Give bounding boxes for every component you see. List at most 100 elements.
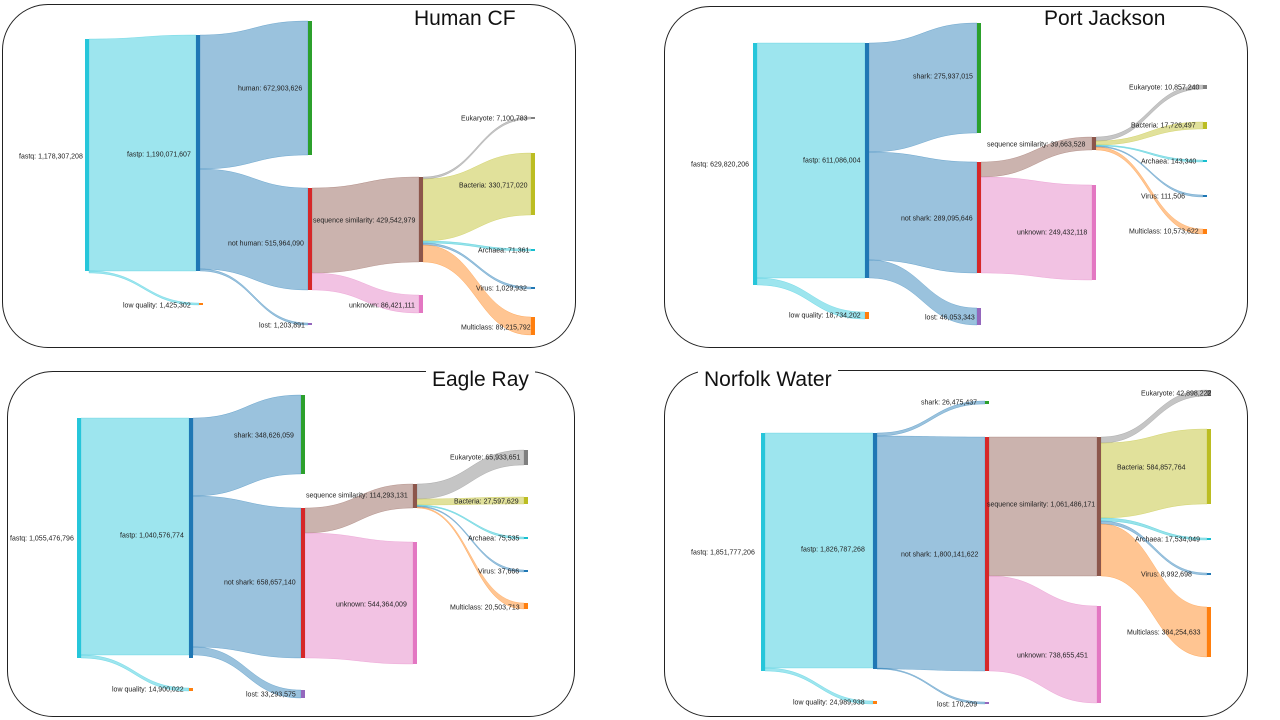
node-label-nothost: not human: 515,964,090 xyxy=(228,241,304,248)
flow-fastp-to-host xyxy=(868,22,978,153)
node-label-bac: Bacteria: 17,726,497 xyxy=(1131,123,1196,130)
node-label-host: shark: 26,475,437 xyxy=(921,400,977,407)
node-fastp xyxy=(196,35,200,271)
node-label-arc: Archaea: 71,361 xyxy=(478,248,529,255)
node-unknown xyxy=(1092,185,1096,280)
flow-fastq-to-low xyxy=(88,270,200,306)
panel-title: Port Jackson xyxy=(1038,7,1172,31)
node-host xyxy=(977,23,981,133)
node-seq xyxy=(419,177,423,262)
panel-title: Norfolk Water xyxy=(698,368,838,392)
node-label-euk: Eukaryote: 10,857,240 xyxy=(1129,85,1200,92)
node-label-arc: Archaea: 143,340 xyxy=(1141,159,1196,166)
node-label-fastq: fastq: 1,178,307,208 xyxy=(19,154,83,161)
node-multi xyxy=(1207,607,1211,657)
node-label-euk: Eukaryote: 7,100,783 xyxy=(461,116,528,123)
node-fastq xyxy=(77,418,81,658)
node-low xyxy=(865,312,869,319)
node-label-host: shark: 275,937,015 xyxy=(913,74,973,81)
flow-seq-to-bac xyxy=(1100,428,1208,519)
node-low xyxy=(189,688,193,691)
node-label-multi: Multiclass: 384,254,633 xyxy=(1127,630,1201,637)
node-label-multi: Multiclass: 10,573,622 xyxy=(1129,229,1199,236)
node-label-lost: lost: 1,203,891 xyxy=(259,323,305,330)
node-fastq xyxy=(85,39,89,271)
node-fastq xyxy=(753,43,757,285)
node-seq xyxy=(413,484,417,508)
node-label-bac: Bacteria: 330,717,020 xyxy=(459,183,528,190)
node-host xyxy=(985,401,989,404)
node-bac xyxy=(1203,122,1207,129)
node-label-fastq: fastq: 1,851,777,206 xyxy=(691,550,755,557)
node-arc xyxy=(531,249,535,251)
node-nothost xyxy=(985,437,989,671)
panel-title: Eagle Ray xyxy=(426,368,535,392)
node-label-lost: lost: 33,293,575 xyxy=(246,692,296,699)
node-multi xyxy=(1203,229,1207,234)
node-label-host: shark: 348,626,059 xyxy=(234,433,294,440)
node-low xyxy=(199,303,203,305)
node-label-lost: lost: 46,053,343 xyxy=(925,315,975,322)
flow-fastp-to-host xyxy=(199,20,309,170)
node-label-fastp: fastp: 1,190,071,607 xyxy=(127,152,191,159)
node-label-fastp: fastp: 1,040,576,774 xyxy=(120,533,184,540)
sankey-diagram-eagle-ray: fastq: 1,055,476,796 fastp: 1,040,576,774… xyxy=(10,394,528,699)
node-low xyxy=(873,701,877,704)
node-bac xyxy=(1207,429,1211,504)
node-label-lost: lost: 170,209 xyxy=(937,702,977,709)
node-euk xyxy=(531,117,535,119)
node-label-euk: Eukaryote: 42,898,222 xyxy=(1141,391,1212,398)
node-unknown xyxy=(413,542,417,664)
node-fastp xyxy=(873,433,877,669)
node-euk xyxy=(524,450,528,465)
node-label-nothost: not shark: 289,095,646 xyxy=(901,216,973,223)
panel-port-jackson: fastq: 629,820,206 fastp: 611,086,004 low … xyxy=(664,6,1248,348)
node-arc xyxy=(524,537,528,539)
flow-fastp-to-lost xyxy=(876,667,986,705)
node-vir xyxy=(524,570,528,572)
node-unknown xyxy=(419,295,423,313)
node-label-seq: sequence similarity: 1,061,486,171 xyxy=(987,502,1095,509)
node-label-low: low quality: 14,900,022 xyxy=(112,687,184,694)
node-host xyxy=(301,395,305,474)
node-seq xyxy=(1097,437,1101,576)
flow-seq-to-arc xyxy=(416,504,525,540)
node-vir xyxy=(1203,195,1207,197)
node-label-unknown: unknown: 249,432,118 xyxy=(1017,230,1087,237)
node-host xyxy=(308,21,312,155)
node-label-nothost: not shark: 1,800,141,622 xyxy=(901,552,979,559)
node-fastp xyxy=(189,418,193,658)
flow-fastp-to-nothost xyxy=(192,495,302,659)
node-label-euk: Eukaryote: 65,933,651 xyxy=(450,455,521,462)
node-label-arc: Archaea: 17,534,049 xyxy=(1135,537,1200,544)
node-label-multi: Multiclass: 20,503,713 xyxy=(450,605,520,612)
flow-seq-to-bac xyxy=(422,152,532,242)
node-lost xyxy=(985,702,989,704)
panel-title: Human CF xyxy=(408,7,522,31)
node-unknown xyxy=(1097,606,1101,703)
node-fastp xyxy=(865,43,869,278)
node-label-fastp: fastp: 611,086,004 xyxy=(803,158,861,165)
node-label-host: human: 672,903,626 xyxy=(238,86,302,93)
node-multi xyxy=(524,603,528,609)
node-label-low: low quality: 1,425,302 xyxy=(123,303,191,310)
node-label-vir: Virus: 111,506 xyxy=(1141,194,1185,201)
node-label-unknown: unknown: 544,364,009 xyxy=(336,602,407,609)
node-euk xyxy=(1203,85,1207,89)
node-lost xyxy=(977,308,981,325)
node-label-bac: Bacteria: 584,857,764 xyxy=(1117,465,1186,472)
node-label-low: low quality: 24,989,938 xyxy=(793,700,865,707)
node-arc xyxy=(1207,538,1211,540)
panel-eagle-ray: fastq: 1,055,476,796 fastp: 1,040,576,774… xyxy=(7,371,575,717)
node-label-unknown: unknown: 738,655,451 xyxy=(1017,653,1088,660)
node-nothost xyxy=(301,508,305,658)
node-multi xyxy=(531,317,535,335)
sankey-diagram-human-cf: fastq: 1,178,307,208 fastp: 1,190,071,607… xyxy=(19,20,535,336)
node-label-bac: Bacteria: 27,597,629 xyxy=(454,499,519,506)
node-arc xyxy=(1203,160,1207,162)
node-bac xyxy=(524,497,528,504)
node-label-fastq: fastq: 1,055,476,796 xyxy=(10,536,74,543)
node-bac xyxy=(531,153,535,215)
node-nothost xyxy=(308,188,312,290)
flow-nothost-to-seq xyxy=(304,483,414,534)
